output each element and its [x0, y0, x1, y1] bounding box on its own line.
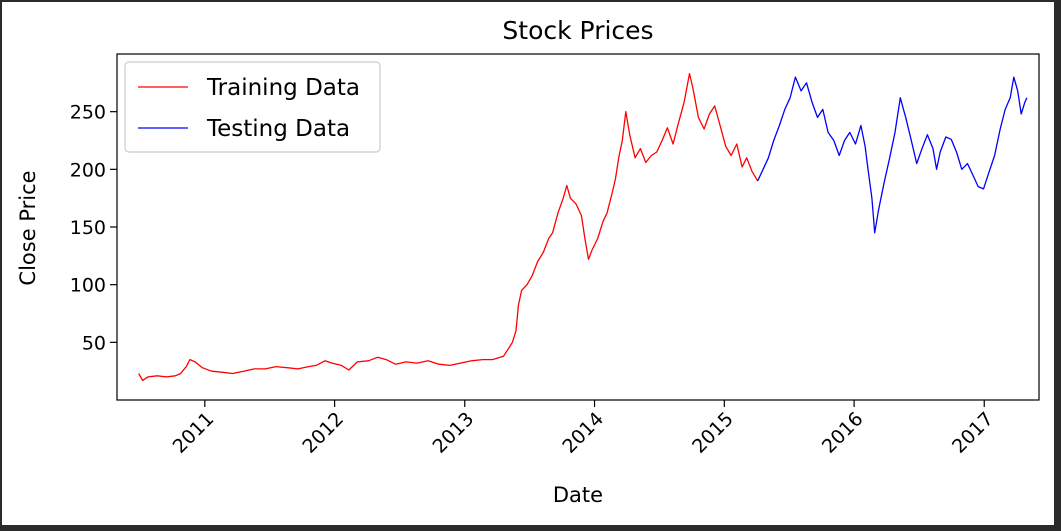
- x-tick-label: 2012: [298, 408, 348, 458]
- series-line-testing: [757, 76, 1028, 234]
- y-tick-label: 200: [70, 159, 106, 181]
- x-tick-label: 2015: [688, 408, 738, 458]
- legend-label-training: Training Data: [206, 75, 360, 101]
- series-line-training: [138, 72, 759, 382]
- legend: Training Data Testing Data: [124, 61, 381, 153]
- legend-label-testing: Testing Data: [206, 116, 350, 142]
- x-tick-label: 2013: [429, 408, 479, 458]
- y-tick-label: 150: [70, 217, 106, 239]
- x-tick-label: 2014: [558, 408, 608, 458]
- y-tick-label: 250: [70, 102, 106, 124]
- chart-title: Stock Prices: [502, 16, 653, 45]
- x-tick-label: 2011: [169, 408, 219, 458]
- chart-figure: Stock Prices 2011 2012 2013 2014 2015 2016 201…: [2, 2, 1054, 525]
- x-axis: 2011 2012 2013 2014 2015 2016 2017: [169, 400, 998, 458]
- y-tick-label: 50: [82, 332, 106, 354]
- x-axis-label: Date: [553, 483, 603, 507]
- y-axis: 50 100 150 200 250: [70, 102, 117, 354]
- y-axis-label: Close Price: [16, 170, 40, 285]
- x-tick-label: 2017: [948, 408, 998, 458]
- y-tick-label: 100: [70, 275, 106, 297]
- stock-price-chart: Stock Prices 2011 2012 2013 2014 2015 2016 201…: [16, 16, 1040, 507]
- legend-box: [124, 61, 381, 153]
- x-tick-label: 2016: [818, 408, 868, 458]
